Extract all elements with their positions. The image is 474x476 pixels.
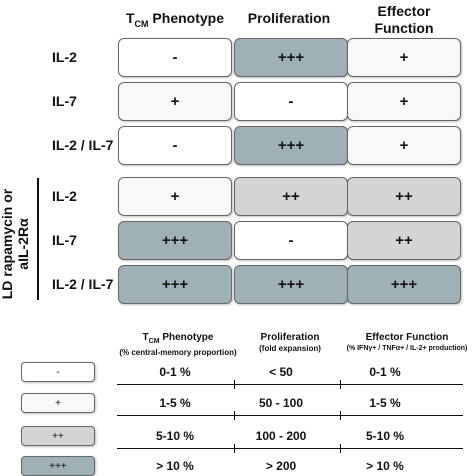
legend-tcm-t: T: [142, 332, 149, 343]
legend-value-effector: > 10 %: [366, 459, 404, 473]
header-tcm-rest: Phenotype: [148, 10, 225, 26]
legend-value-tcm: 1-5 %: [159, 396, 191, 410]
bottom-cell-prolif: ++: [234, 177, 348, 216]
legend-value-effector: 0-1 %: [369, 365, 401, 379]
legend-value-prolif: 100 - 200: [255, 429, 307, 443]
header-tcm-phenotype: TCM Phenotype: [116, 10, 234, 33]
legend-divider: [117, 415, 463, 416]
bottom-cell-effector: +++: [347, 265, 461, 304]
legend-swatch: +++: [21, 456, 95, 476]
header-tcm-t: T: [125, 10, 135, 26]
bottom-cell-effector: ++: [347, 221, 461, 260]
bottom-cell-prolif: +++: [234, 265, 348, 304]
legend-divider-tick: [340, 444, 341, 453]
legend-value-prolif: 50 - 100: [258, 396, 304, 410]
bottom-cell-tcm: +++: [118, 265, 232, 304]
legend-tcm-sub: CM: [148, 338, 160, 345]
top-cell-tcm: -: [118, 38, 232, 77]
legend-swatch: +: [21, 393, 95, 413]
legend-header-effector: Effector Function (% IFNγ+ / TNFα+ / IL-…: [340, 332, 474, 354]
top-cell-tcm: +: [118, 82, 232, 121]
legend-effector-title: Effector Function: [365, 332, 449, 343]
header-effector-function: Effector Function: [346, 3, 462, 37]
group-label-line2: aIL-2Rα: [15, 218, 31, 270]
bottom-cell-tcm: +: [118, 177, 232, 216]
bottom-row-label: IL-7: [52, 232, 77, 248]
header-effector-line2: Function: [374, 20, 434, 36]
group-label-line1: LD rapamycin or: [0, 188, 15, 300]
top-row-label: IL-2: [52, 49, 77, 65]
legend-header-proliferation: Proliferation (fold expansion): [238, 332, 342, 354]
legend-prolif-subtitle: (fold expansion): [259, 344, 321, 353]
top-row-label: IL-7: [52, 93, 77, 109]
legend-divider: [117, 448, 463, 449]
header-tcm-sub: CM: [134, 18, 149, 29]
legend-value-tcm: 5-10 %: [155, 429, 195, 443]
legend-divider-tick: [340, 411, 341, 420]
top-row-label: IL-2 / IL-7: [52, 137, 114, 153]
legend-divider-tick: [234, 444, 235, 453]
bottom-row-label: IL-2: [52, 188, 77, 204]
legend-value-prolif: < 50: [269, 365, 293, 379]
group-bracket-line: [37, 178, 39, 300]
legend-divider-tick: [340, 380, 341, 389]
legend-divider-tick: [234, 411, 235, 420]
top-cell-prolif: -: [234, 82, 348, 121]
legend-header-tcm: TCM Phenotype (% central-memory proporti…: [118, 332, 238, 358]
legend-value-effector: 1-5 %: [369, 396, 401, 410]
legend-value-prolif: > 200: [265, 459, 297, 473]
top-cell-tcm: -: [118, 126, 232, 165]
top-cell-effector: +: [347, 82, 461, 121]
legend-value-tcm: 0-1 %: [159, 365, 191, 379]
bottom-cell-effector: ++: [347, 177, 461, 216]
legend-swatch: -: [21, 362, 95, 382]
legend-divider: [117, 384, 463, 385]
top-cell-prolif: +++: [234, 38, 348, 77]
legend-tcm-rest: Phenotype: [159, 332, 214, 343]
legend-value-tcm: > 10 %: [156, 459, 194, 473]
legend-divider-tick: [234, 380, 235, 389]
top-cell-effector: +: [347, 38, 461, 77]
legend-prolif-title: Proliferation: [260, 332, 320, 343]
header-effector-line1: Effector: [377, 3, 431, 19]
header-proliferation: Proliferation: [247, 10, 331, 26]
legend-value-effector: 5-10 %: [365, 429, 405, 443]
group-label: LD rapamycin or aIL-2Rα: [0, 179, 31, 309]
top-cell-effector: +: [347, 126, 461, 165]
bottom-cell-prolif: -: [234, 221, 348, 260]
legend-tcm-subtitle: (% central-memory proportion): [119, 348, 237, 357]
legend-effector-subtitle: (% IFNγ+ / TNFα+ / IL-2+ production): [346, 345, 468, 352]
legend-swatch: ++: [21, 426, 95, 446]
bottom-cell-tcm: +++: [118, 221, 232, 260]
top-cell-prolif: +++: [234, 126, 348, 165]
bottom-row-label: IL-2 / IL-7: [52, 276, 114, 292]
